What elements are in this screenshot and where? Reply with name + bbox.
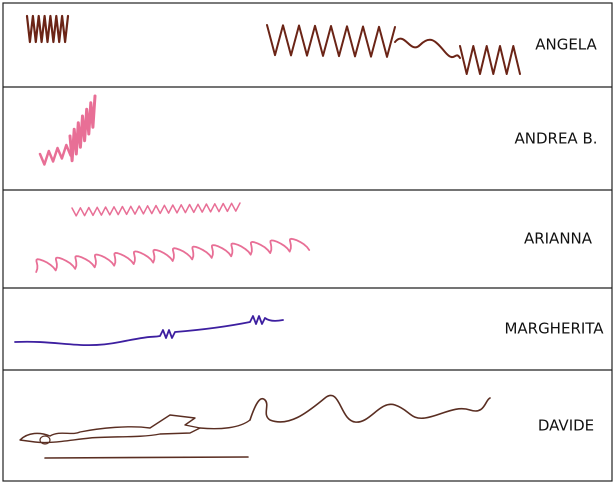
scribble — [266, 24, 396, 58]
scribble — [19, 414, 201, 444]
child-name: ARIANNA — [524, 230, 593, 248]
drawings — [14, 14, 521, 459]
scribble — [25, 14, 70, 44]
scribble — [39, 435, 51, 445]
scribble — [394, 37, 461, 59]
child-name: ANGELA — [535, 36, 597, 54]
scribble — [459, 45, 521, 75]
scribble — [38, 140, 77, 166]
child-name: ANDREA B. — [514, 130, 597, 148]
child-name: MARGHERITA — [504, 320, 604, 338]
child-name: DAVIDE — [538, 417, 594, 435]
scribble — [249, 394, 491, 423]
scribble — [44, 456, 249, 459]
scribble — [14, 315, 284, 347]
scribble — [71, 202, 241, 217]
scribble — [68, 94, 97, 163]
scribble — [35, 237, 311, 273]
scribble — [199, 419, 251, 430]
